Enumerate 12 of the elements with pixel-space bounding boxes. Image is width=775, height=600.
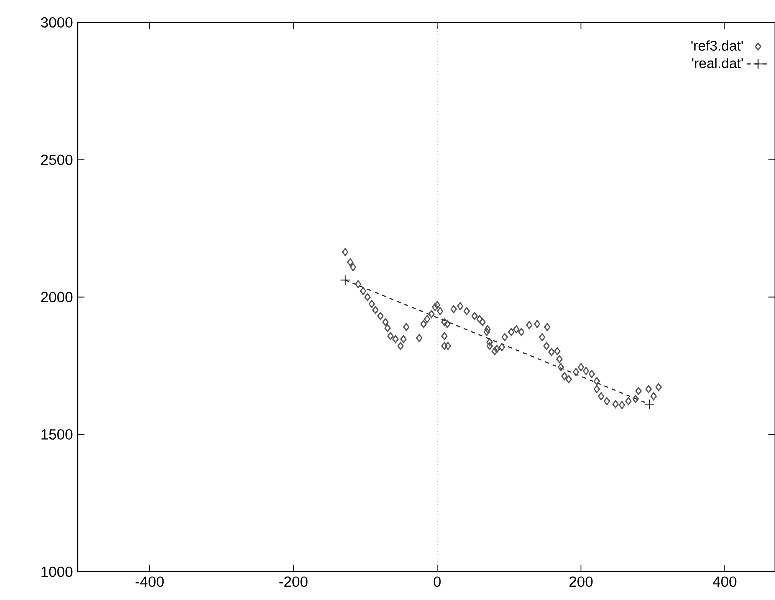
- legend-label: 'real.dat': [692, 58, 744, 68]
- y-tick-label: 1500: [42, 429, 73, 440]
- y-tick-label: 3000: [41, 17, 73, 28]
- x-tick-label: 200: [570, 576, 593, 588]
- x-tick-label: -200: [280, 576, 308, 588]
- y-tick-label: 2500: [41, 154, 73, 166]
- x-tick-label: 0: [434, 576, 441, 588]
- legend-label: 'ref3.dat': [692, 40, 744, 51]
- x-tick-label: 400: [713, 576, 737, 588]
- x-tick-label: -400: [136, 576, 164, 588]
- y-tick-label: 1000: [42, 566, 73, 578]
- y-tick-label: 2000: [41, 292, 73, 303]
